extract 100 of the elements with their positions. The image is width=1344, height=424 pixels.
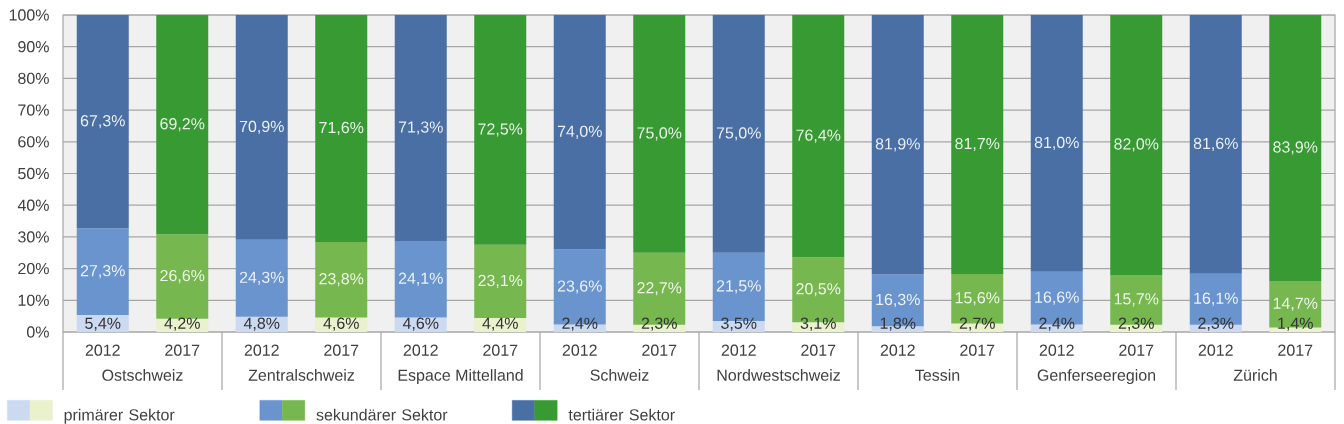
data-label: 16,3%: [876, 293, 920, 308]
x-tick-label: 2012: [403, 344, 438, 356]
data-label: 82,0%: [1114, 138, 1159, 152]
data-label: 20,5%: [796, 283, 841, 297]
x-tick-label: 2012: [1039, 344, 1074, 356]
data-label: 2,4%: [1039, 317, 1075, 331]
bar: [156, 234, 209, 319]
data-label: 16,6%: [1035, 291, 1079, 305]
x-tick-label: 2012: [880, 344, 915, 356]
y-tick-label: 60%: [18, 136, 49, 148]
bar: [712, 15, 765, 253]
y-tick-label: 50%: [18, 167, 49, 180]
y-tick-label: 30%: [18, 231, 49, 243]
bar: [553, 15, 606, 250]
x-tick-label: 2017: [1278, 344, 1313, 356]
bar: [474, 15, 527, 245]
bar: [235, 15, 288, 240]
data-label: 75,0%: [637, 127, 682, 141]
data-label: 4,8%: [243, 317, 280, 331]
data-label: 81,9%: [875, 138, 920, 152]
data-label: 24,3%: [239, 271, 284, 285]
data-label: 24,1%: [398, 272, 443, 286]
bar: [76, 15, 129, 229]
text: Genferseeregion: [1037, 369, 1156, 385]
legend-label: sekundärer Sektor: [316, 408, 448, 421]
data-label: 27,3%: [80, 265, 125, 279]
data-label: 4,6%: [402, 317, 439, 331]
bar: [474, 244, 527, 319]
bar: [871, 15, 924, 275]
text: Tessin: [915, 369, 960, 381]
data-label: 23,6%: [557, 280, 602, 294]
data-label: 1,4%: [1278, 317, 1313, 331]
bar: [1189, 15, 1242, 274]
data-label: 2,4%: [562, 317, 598, 331]
data-label: 76,4%: [796, 129, 841, 143]
data-label: 71,3%: [398, 121, 443, 135]
data-label: 16,1%: [1194, 292, 1238, 306]
y-tick-label: 0%: [26, 326, 49, 338]
x-tick-label: 2017: [1119, 344, 1154, 356]
text: Zentralschweiz: [248, 369, 355, 381]
data-label: 4,2%: [164, 317, 200, 331]
x-tick-label: 2012: [85, 344, 120, 356]
bar: [235, 239, 288, 317]
data-label: 21,5%: [716, 280, 761, 294]
bar: [394, 15, 447, 242]
text: Ostschweiz: [102, 369, 183, 381]
bar: [315, 241, 368, 318]
y-tick-label: 10%: [18, 294, 49, 306]
data-label: 70,9%: [239, 120, 284, 134]
y-tick-label: 20%: [18, 262, 49, 275]
bar: [1030, 15, 1083, 272]
data-label: 71,6%: [319, 121, 364, 136]
x-tick-label: 2012: [244, 344, 279, 356]
x-tick-label: 2017: [642, 344, 677, 356]
y-tick-label: 80%: [18, 72, 49, 85]
y-tick-label: 70%: [18, 104, 49, 116]
x-tick-label: 2017: [324, 344, 359, 356]
data-label: 4,4%: [482, 317, 518, 331]
data-label: 75,0%: [716, 127, 761, 141]
bar: [951, 15, 1004, 274]
x-tick-label: 2012: [1198, 344, 1233, 356]
data-label: 81,7%: [955, 137, 1000, 152]
data-label: 81,0%: [1034, 136, 1079, 150]
data-label: 23,8%: [319, 273, 364, 287]
data-label: 67,3%: [80, 115, 125, 129]
x-tick-label: 2017: [801, 344, 836, 356]
data-label: 72,5%: [478, 123, 523, 137]
data-label: 3,5%: [721, 317, 757, 331]
x-tick-label: 2012: [562, 344, 597, 356]
bar: [315, 15, 368, 242]
data-label: 26,6%: [160, 269, 205, 284]
x-tick-label: 2017: [483, 344, 518, 356]
text: Espace Mittelland: [398, 369, 523, 385]
text: Nordwestschweiz: [717, 369, 840, 381]
bar: [76, 228, 129, 315]
data-label: 5,4%: [85, 317, 121, 331]
bar: [792, 15, 845, 258]
data-label: 2,3%: [1198, 317, 1234, 331]
text: Zürich: [1233, 369, 1277, 381]
x-tick-label: 2017: [960, 344, 995, 356]
data-label: 14,7%: [1273, 297, 1318, 311]
data-label: 69,2%: [160, 118, 205, 132]
data-label: 23,1%: [478, 274, 523, 289]
x-tick-label: 2017: [165, 344, 200, 356]
y-tick-label: 40%: [17, 199, 49, 211]
text: Schweiz: [590, 369, 649, 381]
bar: [1110, 15, 1163, 275]
data-label: 15,7%: [1114, 293, 1159, 307]
data-label: 83,9%: [1273, 141, 1318, 155]
y-tick-label: 100%: [9, 9, 49, 21]
data-label: 22,7%: [637, 282, 682, 296]
data-label: 81,6%: [1193, 137, 1238, 151]
data-label: 15,6%: [955, 292, 1000, 306]
bar: [1269, 15, 1322, 281]
legend-label: primärer Sektor: [64, 408, 175, 424]
data-label: 74,0%: [557, 125, 602, 139]
y-tick-label: 90%: [18, 41, 49, 53]
legend-label: tertiärer Sektor: [568, 408, 675, 421]
data-label: 4,6%: [323, 317, 359, 331]
bar: [633, 15, 686, 253]
